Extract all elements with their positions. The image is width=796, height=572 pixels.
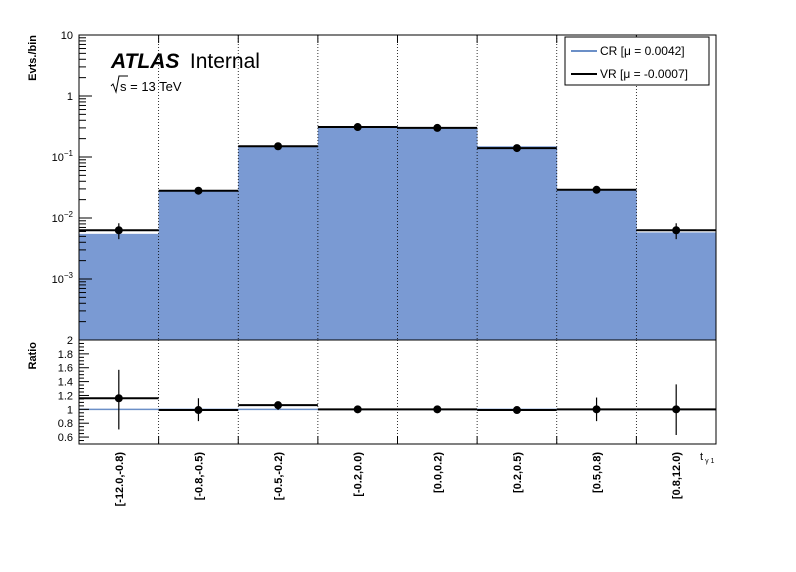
y-tick-label-lower: 1.2 — [58, 390, 73, 402]
category-label: [0.8,12.0) — [671, 452, 683, 499]
category-label: [-12.0,-0.8) — [114, 452, 126, 507]
category-labels: [-12.0,-0.8) [-0.8,-0.5) [-0.5,-0.2) [-0.2,… — [114, 452, 683, 507]
ratio-panel: 0.6 0.8 1 1.21.4 1.6 1.8 2 Ratio — [27, 335, 717, 445]
energy-value: = 13 TeV — [127, 79, 182, 94]
y-tick-label-lower: 0.6 — [58, 432, 73, 444]
category-label: [-0.5,-0.2) — [273, 452, 285, 501]
ratio-point — [672, 405, 681, 414]
vr-point — [512, 144, 521, 153]
y-tick-label-lower: 1 — [67, 404, 73, 416]
upper-panel: 10 1 10−1 10−2 10−3 Evts./bin — [27, 30, 717, 341]
energy-text: s = 13 TeV — [120, 79, 182, 94]
category-label: [-0.2,0.0) — [353, 452, 365, 497]
cr-bar — [79, 233, 160, 340]
vr-point — [672, 226, 681, 235]
energy-s: s — [120, 79, 127, 94]
category-label: [-0.8,-0.5) — [193, 452, 205, 501]
legend-cr-label: CR [μ = 0.0042] — [600, 44, 685, 58]
vr-point — [353, 123, 362, 132]
y-tick-label-upper: 1 — [67, 91, 73, 103]
ratio-point — [114, 394, 123, 403]
ratio-point — [353, 405, 362, 414]
vr-point — [433, 123, 442, 132]
y-tick-label-lower: 1.6 — [58, 363, 73, 375]
cr-bar — [636, 232, 717, 340]
ratio-point — [512, 406, 521, 415]
ratio-point — [274, 401, 283, 410]
y-axis-title-lower: Ratio — [27, 342, 39, 370]
legend-box — [564, 36, 710, 86]
y-tick-label-upper: 10−1 — [52, 149, 74, 164]
y-tick-label-lower: 1.4 — [58, 377, 73, 389]
atlas-label: ATLAS Internal — [110, 50, 260, 73]
atlas-word: ATLAS — [110, 50, 179, 73]
y-tick-label-lower: 1.8 — [58, 349, 73, 361]
cr-bar — [317, 126, 398, 340]
ratio-point — [433, 405, 442, 414]
y-tick-label-upper: 10 — [61, 30, 73, 42]
cr-bar — [397, 127, 478, 341]
energy-label: s = 13 TeV — [110, 75, 182, 94]
category-label: [0.0,0.2) — [432, 452, 444, 493]
category-label: [0.5,0.8) — [592, 452, 604, 493]
ratio-point — [194, 406, 203, 415]
ratio-point — [592, 405, 601, 414]
y-tick-label-lower: 2 — [67, 335, 73, 347]
y-tick-label-lower: 0.8 — [58, 418, 73, 430]
y-tick-label-upper: 10−2 — [52, 210, 74, 225]
cr-bar — [158, 190, 239, 340]
vr-point — [194, 186, 203, 195]
sqrt-symbol — [110, 75, 128, 94]
vr-point — [592, 185, 601, 194]
cr-bar — [556, 189, 637, 340]
vr-point — [114, 226, 123, 235]
cr-bar — [238, 146, 319, 340]
legend: CR [μ = 0.0042] VR [μ = -0.0007] — [564, 36, 710, 86]
vr-point — [274, 142, 283, 151]
y-tick-label-upper: 10−3 — [52, 271, 74, 286]
cr-bar — [477, 146, 558, 340]
y-axis-title-upper: Evts./bin — [27, 35, 39, 81]
category-label: [0.2,0.5) — [512, 452, 524, 493]
legend-vr-label: VR [μ = -0.0007] — [600, 67, 688, 81]
internal-word: Internal — [190, 50, 260, 73]
